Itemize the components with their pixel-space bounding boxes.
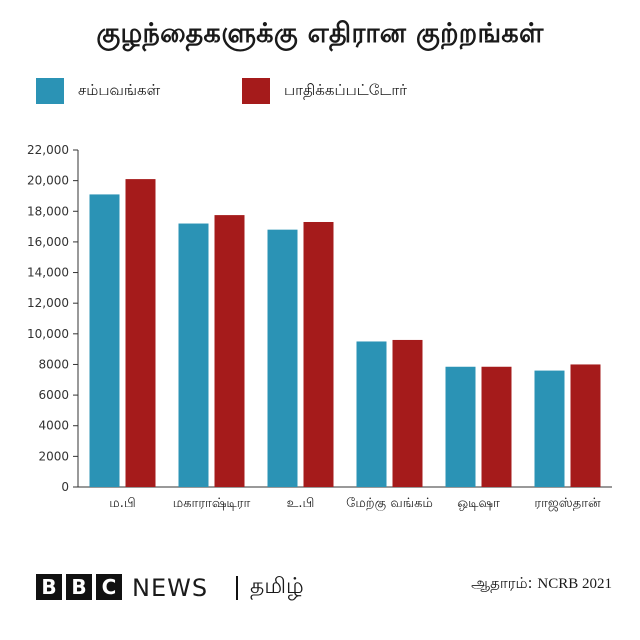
bar — [303, 221, 334, 487]
x-tick-label: ஒடிஷா — [457, 496, 500, 511]
legend-item-incidents: சம்பவங்கள் — [36, 78, 160, 104]
footer: B B C NEWS தமிழ் ஆதாரம்: NCRB 2021 — [36, 568, 612, 608]
legend-label-victims: பாதிக்கப்பட்டோர் — [284, 81, 408, 99]
bar — [570, 364, 601, 487]
x-tick-label: மகாராஷ்டிரா — [173, 496, 251, 511]
y-tick-label: 10,000 — [27, 327, 69, 341]
source-label: ஆதாரம்: — [471, 574, 533, 592]
chart-title: குழந்தைகளுக்கு எதிரான குற்றங்கள் — [96, 18, 544, 49]
chart-legend: சம்பவங்கள் பாதிக்கப்பட்டோர் — [36, 78, 616, 108]
x-tick-label: ராஜஸ்தான் — [534, 496, 601, 511]
bar — [481, 366, 512, 487]
x-tick-label: ம.பி — [109, 496, 135, 511]
bbc-logo: B B C — [36, 574, 126, 600]
bbc-logo-block: C — [96, 574, 122, 600]
bar — [214, 215, 245, 487]
bar — [356, 341, 387, 487]
bar — [534, 370, 565, 487]
bar — [89, 194, 120, 487]
bar — [267, 229, 298, 487]
source-credit: ஆதாரம்: NCRB 2021 — [471, 574, 612, 594]
y-tick-label: 20,000 — [27, 174, 69, 188]
service-name: தமிழ் — [250, 574, 304, 599]
legend-swatch-incidents — [36, 78, 64, 104]
legend-label-incidents: சம்பவங்கள் — [78, 81, 161, 99]
y-tick-label: 18,000 — [27, 204, 69, 218]
bar — [125, 179, 156, 487]
bbc-news-wordmark: NEWS — [132, 574, 209, 602]
y-tick-label: 22,000 — [27, 143, 69, 157]
y-tick-label: 14,000 — [27, 266, 69, 280]
footer-divider — [236, 576, 238, 600]
y-tick-label: 4000 — [38, 419, 69, 433]
bar — [445, 366, 476, 487]
y-tick-label: 0 — [61, 480, 69, 494]
legend-item-victims: பாதிக்கப்பட்டோர் — [242, 78, 407, 104]
y-tick-label: 8000 — [38, 357, 69, 371]
bar — [178, 223, 209, 487]
y-tick-label: 16,000 — [27, 235, 69, 249]
bbc-logo-block: B — [66, 574, 92, 600]
y-tick-label: 6000 — [38, 388, 69, 402]
bar — [392, 339, 423, 487]
bbc-logo-block: B — [36, 574, 62, 600]
source-value: NCRB 2021 — [537, 576, 612, 592]
legend-swatch-victims — [242, 78, 270, 104]
x-tick-label: உ.பி — [287, 496, 315, 511]
x-tick-label: மேற்கு வங்கம் — [346, 496, 433, 511]
y-tick-label: 2000 — [38, 449, 69, 463]
y-tick-label: 12,000 — [27, 296, 69, 310]
bar-chart: 0 2000 4000 6000 8000 10,000 12,000 14,000 16,00… — [27, 143, 612, 511]
